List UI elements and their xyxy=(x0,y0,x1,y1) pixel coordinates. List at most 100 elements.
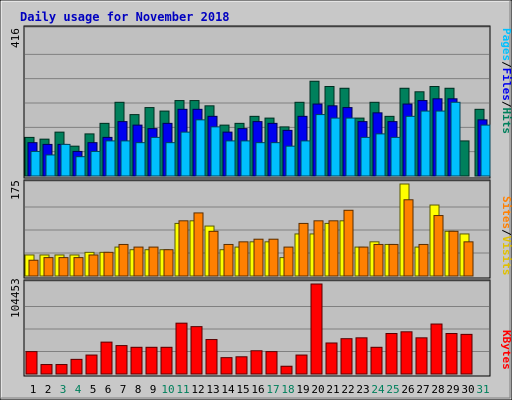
bar-sites-day-13 xyxy=(208,230,219,277)
day-label-1: 1 xyxy=(30,383,37,396)
day-label-3: 3 xyxy=(60,383,67,396)
bar-sites-day-22 xyxy=(343,209,354,277)
bar-pages-day-7 xyxy=(120,140,131,177)
day-label-6: 6 xyxy=(105,383,112,396)
bar-pages-day-21 xyxy=(330,117,341,177)
bar-sites-day-2 xyxy=(43,257,54,277)
bar-sites-day-29 xyxy=(448,230,459,277)
bar-kbytes-day-8 xyxy=(130,346,143,375)
bar-pages-day-13 xyxy=(210,126,221,177)
bar-sites-day-7 xyxy=(118,243,129,277)
bar-pages-day-3 xyxy=(60,143,71,177)
bar-sites-day-27 xyxy=(418,243,429,277)
bar-kbytes-day-30 xyxy=(460,333,473,375)
legend-sep-2: / xyxy=(500,101,512,108)
bar-pages-day-5 xyxy=(90,150,101,177)
bar-sites-day-24 xyxy=(373,243,384,277)
max-label-hits: 416 xyxy=(9,28,22,48)
bar-pages-day-29 xyxy=(450,101,461,177)
legend-sep-3: / xyxy=(500,229,512,236)
bar-sites-day-6 xyxy=(103,251,114,277)
bar-sites-day-20 xyxy=(313,220,324,277)
bar-pages-day-27 xyxy=(420,110,431,177)
day-label-10: 10 xyxy=(161,383,174,396)
day-label-4: 4 xyxy=(75,383,82,396)
bar-kbytes-day-27 xyxy=(415,337,428,375)
day-labels: 1 2 3 4 5 6 7 8 9 10 11 12 13 14 15 16 17 18 19 20 21 22 23 24 2… xyxy=(30,383,490,396)
bar-kbytes-day-14 xyxy=(220,357,233,375)
bar-kbytes-day-3 xyxy=(55,364,68,375)
bar-sites-day-1 xyxy=(28,259,39,277)
bar-kbytes-day-16 xyxy=(250,350,263,375)
legend-pages: Pages xyxy=(500,28,512,61)
bar-kbytes-day-6 xyxy=(100,341,113,375)
bar-pages-day-17 xyxy=(270,142,281,177)
bar-kbytes-day-5 xyxy=(85,354,98,375)
legend-middle: Sites/Visits xyxy=(500,196,512,276)
day-label-23: 23 xyxy=(356,383,369,396)
bar-kbytes-day-15 xyxy=(235,356,248,375)
bar-kbytes-day-9 xyxy=(145,346,158,375)
bar-pages-day-14 xyxy=(225,140,236,177)
day-label-29: 29 xyxy=(446,383,459,396)
bar-pages-day-9 xyxy=(150,136,161,177)
panel-visits-sites xyxy=(23,179,491,279)
bar-pages-day-22 xyxy=(345,117,356,177)
bar-pages-day-6 xyxy=(105,140,116,177)
day-label-12: 12 xyxy=(191,383,204,396)
day-label-14: 14 xyxy=(221,383,235,396)
bar-kbytes-day-21 xyxy=(325,342,338,375)
bar-pages-day-10 xyxy=(165,142,176,177)
bar-kbytes-day-24 xyxy=(370,346,383,375)
bar-kbytes-day-12 xyxy=(190,326,203,375)
bar-sites-day-23 xyxy=(358,246,369,277)
bar-sites-day-4 xyxy=(73,257,84,277)
legend-bottom: KBytes xyxy=(500,330,512,370)
legend-top: Pages/Files/Hits xyxy=(500,28,512,134)
bar-kbytes-day-11 xyxy=(175,322,188,375)
day-label-31: 31 xyxy=(476,383,489,396)
bar-kbytes-day-10 xyxy=(160,346,173,375)
bar-kbytes-day-2 xyxy=(40,364,53,375)
day-label-7: 7 xyxy=(120,383,127,396)
day-label-5: 5 xyxy=(90,383,97,396)
bar-sites-day-18 xyxy=(283,246,294,277)
day-label-17: 17 xyxy=(266,383,279,396)
bar-kbytes-day-19 xyxy=(295,354,308,375)
bar-kbytes-day-28 xyxy=(430,323,443,375)
chart-title: Daily usage for November 2018 xyxy=(20,10,230,24)
bar-kbytes-day-4 xyxy=(70,358,83,375)
bar-pages-day-18 xyxy=(285,145,296,177)
legend-files: Files xyxy=(500,68,512,101)
bar-pages-day-20 xyxy=(315,114,326,177)
bar-pages-day-16 xyxy=(255,142,266,177)
svg-text:Pages/Files/Hits: Pages/Files/Hits xyxy=(500,28,512,134)
day-label-21: 21 xyxy=(326,383,339,396)
bar-kbytes-day-1 xyxy=(25,351,38,375)
bar-sites-day-12 xyxy=(193,212,204,277)
bar-sites-day-8 xyxy=(133,246,144,277)
panel-kbytes xyxy=(23,279,491,377)
bar-sites-day-26 xyxy=(403,199,414,277)
bar-sites-day-30 xyxy=(463,241,474,277)
bar-pages-day-19 xyxy=(300,140,311,177)
bar-kbytes-day-13 xyxy=(205,339,218,375)
bar-pages-day-24 xyxy=(375,133,386,177)
legend-hits: Hits xyxy=(500,108,512,135)
day-label-9: 9 xyxy=(150,383,157,396)
bar-pages-day-8 xyxy=(135,142,146,177)
bar-sites-day-5 xyxy=(88,254,99,277)
bar-pages-day-2 xyxy=(45,154,56,177)
day-label-25: 25 xyxy=(386,383,399,396)
bar-kbytes-day-18 xyxy=(280,365,293,375)
bar-sites-day-11 xyxy=(178,220,189,277)
bar-sites-day-10 xyxy=(163,249,174,277)
bar-pages-day-23 xyxy=(360,136,371,177)
day-label-8: 8 xyxy=(135,383,142,396)
day-label-30: 30 xyxy=(461,383,474,396)
bar-kbytes-day-25 xyxy=(385,333,398,375)
bar-sites-day-15 xyxy=(238,241,249,277)
bar-kbytes-day-26 xyxy=(400,331,413,375)
day-label-11: 11 xyxy=(176,383,189,396)
bar-sites-day-9 xyxy=(148,246,159,277)
